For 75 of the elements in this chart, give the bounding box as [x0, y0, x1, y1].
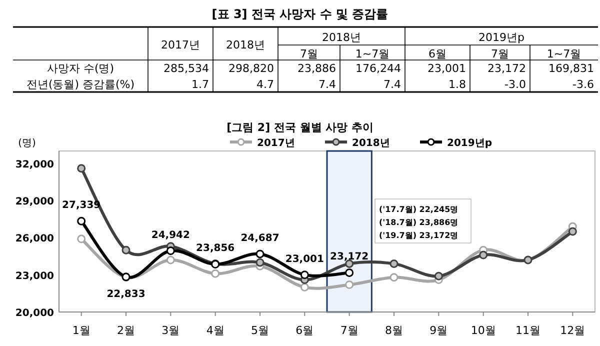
data-label: 23,856 — [196, 243, 235, 254]
text: 169,831 — [548, 62, 594, 75]
category-label: 전년(동월) 증감률(%) — [26, 78, 135, 91]
text: 23,886 — [298, 62, 336, 75]
x-tick-label: 2월 — [117, 324, 135, 337]
x-tick-label: 5월 — [251, 324, 269, 337]
point — [166, 256, 175, 264]
category-label: 7월 — [300, 48, 318, 60]
text: -3.6 — [572, 78, 594, 91]
text: 2019년p — [478, 31, 524, 44]
text: 23,172 — [488, 62, 526, 75]
y-tick-label: 20,000 — [15, 308, 54, 319]
legend-label: 2018년 — [352, 138, 390, 149]
data-label: 24,687 — [240, 232, 280, 244]
point — [211, 269, 220, 278]
chart-title: [그림 2] 전국 월별 사망 추이 — [226, 121, 374, 134]
text: 7.4 — [384, 78, 401, 91]
point — [77, 164, 86, 173]
text: 298,820 — [228, 62, 274, 75]
point — [166, 246, 175, 256]
point — [300, 282, 309, 292]
x-tick-label: 9월 — [430, 324, 448, 337]
text: 285,534 — [164, 62, 209, 75]
text: 1.7 — [192, 78, 209, 91]
category-label: 1~7월 — [546, 48, 582, 60]
y-tick-label: 29,000 — [15, 196, 54, 208]
point — [122, 246, 130, 254]
text: 176,244 — [356, 62, 401, 75]
text: 2018년 — [322, 31, 361, 44]
category-label: 사망자 수(명) — [46, 62, 114, 75]
legend-label: 2019년p — [447, 138, 492, 149]
point — [345, 280, 354, 290]
x-tick-label: 10월 — [470, 324, 496, 337]
data-label: 23,001 — [285, 254, 324, 265]
point — [77, 216, 86, 226]
point — [345, 268, 354, 277]
point — [479, 250, 488, 260]
point — [77, 234, 86, 244]
annotation: ('18.7월) 23,886명 — [379, 218, 458, 227]
y-tick-label: 23,000 — [15, 270, 54, 282]
category-label: 7월 — [491, 48, 509, 60]
point — [568, 227, 577, 236]
annotation: ('17.7월) 22,245명 — [379, 205, 458, 214]
category-label: 2017년 — [161, 38, 200, 52]
x-tick-label: 6월 — [296, 324, 314, 337]
category-label: 1~7월 — [355, 48, 390, 60]
category-label: 2018년 — [226, 38, 265, 52]
y-tick-label: 26,000 — [15, 234, 54, 245]
text: [표 3] 전국 사망자 수 및 증감률 — [212, 7, 388, 21]
x-tick-label: 4월 — [206, 324, 224, 337]
point — [300, 270, 309, 280]
x-tick-label: 11월 — [516, 324, 540, 337]
x-tick-label: 8월 — [385, 324, 403, 337]
data-label: 23,172 — [330, 252, 369, 263]
point — [256, 258, 264, 267]
text: 7.4 — [318, 78, 336, 91]
text: 23,001 — [428, 62, 466, 75]
category-label: 6월 — [428, 48, 446, 60]
text: 1.8 — [448, 78, 466, 91]
legend-label: 2017년 — [257, 138, 295, 149]
point — [256, 250, 264, 258]
text: -3.0 — [504, 78, 526, 91]
x-tick-label: 12월 — [560, 324, 586, 337]
text: 4.7 — [256, 78, 274, 91]
data-label: 24,942 — [151, 230, 190, 241]
y-tick-label: 32,000 — [15, 159, 54, 170]
point — [390, 259, 398, 268]
annotation: ('19.7월) 23,172명 — [379, 231, 458, 240]
point — [390, 273, 398, 282]
x-tick-label: 7월 — [340, 324, 358, 337]
data-label: 22,833 — [106, 288, 146, 300]
y-axis-title: (명) — [18, 138, 36, 149]
point — [434, 272, 443, 280]
x-tick-label: 3월 — [162, 324, 180, 337]
x-tick-label: 1월 — [72, 324, 90, 337]
